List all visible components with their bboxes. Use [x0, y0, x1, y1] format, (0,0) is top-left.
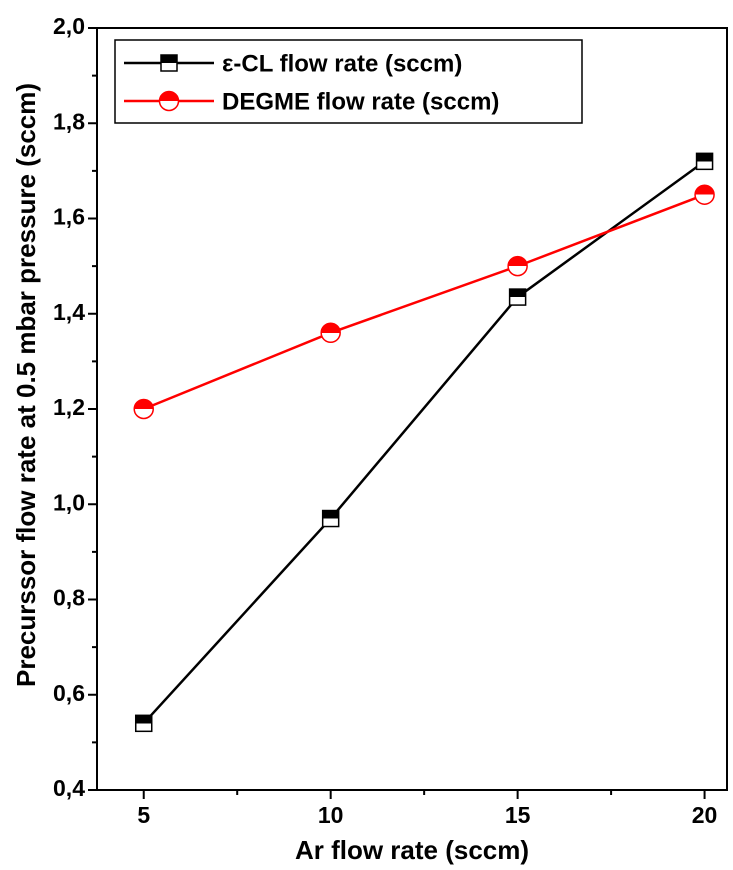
marker — [160, 54, 178, 72]
y-axis-title: Precurssor flow rate at 0.5 mbar pressur… — [11, 83, 41, 687]
marker — [507, 255, 528, 277]
y-tick-label: 1,8 — [53, 108, 85, 134]
x-tick-label: 5 — [137, 802, 150, 828]
marker — [695, 152, 714, 171]
x-axis-title: Ar flow rate (sccm) — [295, 835, 529, 865]
x-tick-label: 20 — [692, 802, 718, 828]
legend-label: DEGME flow rate (sccm) — [222, 88, 499, 115]
marker — [508, 288, 527, 306]
x-tick-label: 15 — [505, 802, 531, 828]
series-line — [143, 193, 706, 411]
plot-frame — [96, 27, 728, 791]
y-tick-label: 1,6 — [53, 204, 85, 230]
marker — [158, 90, 180, 112]
y-tick-label: 1,0 — [53, 489, 85, 515]
series-line — [142, 160, 706, 725]
legend: ε-CL flow rate (sccm) DEGME flow rate (sc… — [114, 39, 583, 124]
y-tick-label: 2,0 — [53, 13, 85, 39]
y-tick-label: 1,2 — [53, 394, 85, 420]
marker — [321, 509, 340, 528]
y-tick-label: 0,4 — [53, 775, 85, 801]
y-tick-label: 0,6 — [53, 680, 85, 706]
y-tick-label: 0,8 — [53, 585, 85, 611]
marker — [694, 184, 715, 205]
marker — [134, 714, 153, 733]
marker — [133, 398, 154, 420]
legend-box — [114, 39, 583, 124]
marker — [320, 322, 341, 344]
x-tick-label: 10 — [318, 802, 344, 828]
legend-label: ε-CL flow rate (sccm) — [222, 50, 462, 77]
y-tick-label: 1,4 — [53, 299, 85, 325]
